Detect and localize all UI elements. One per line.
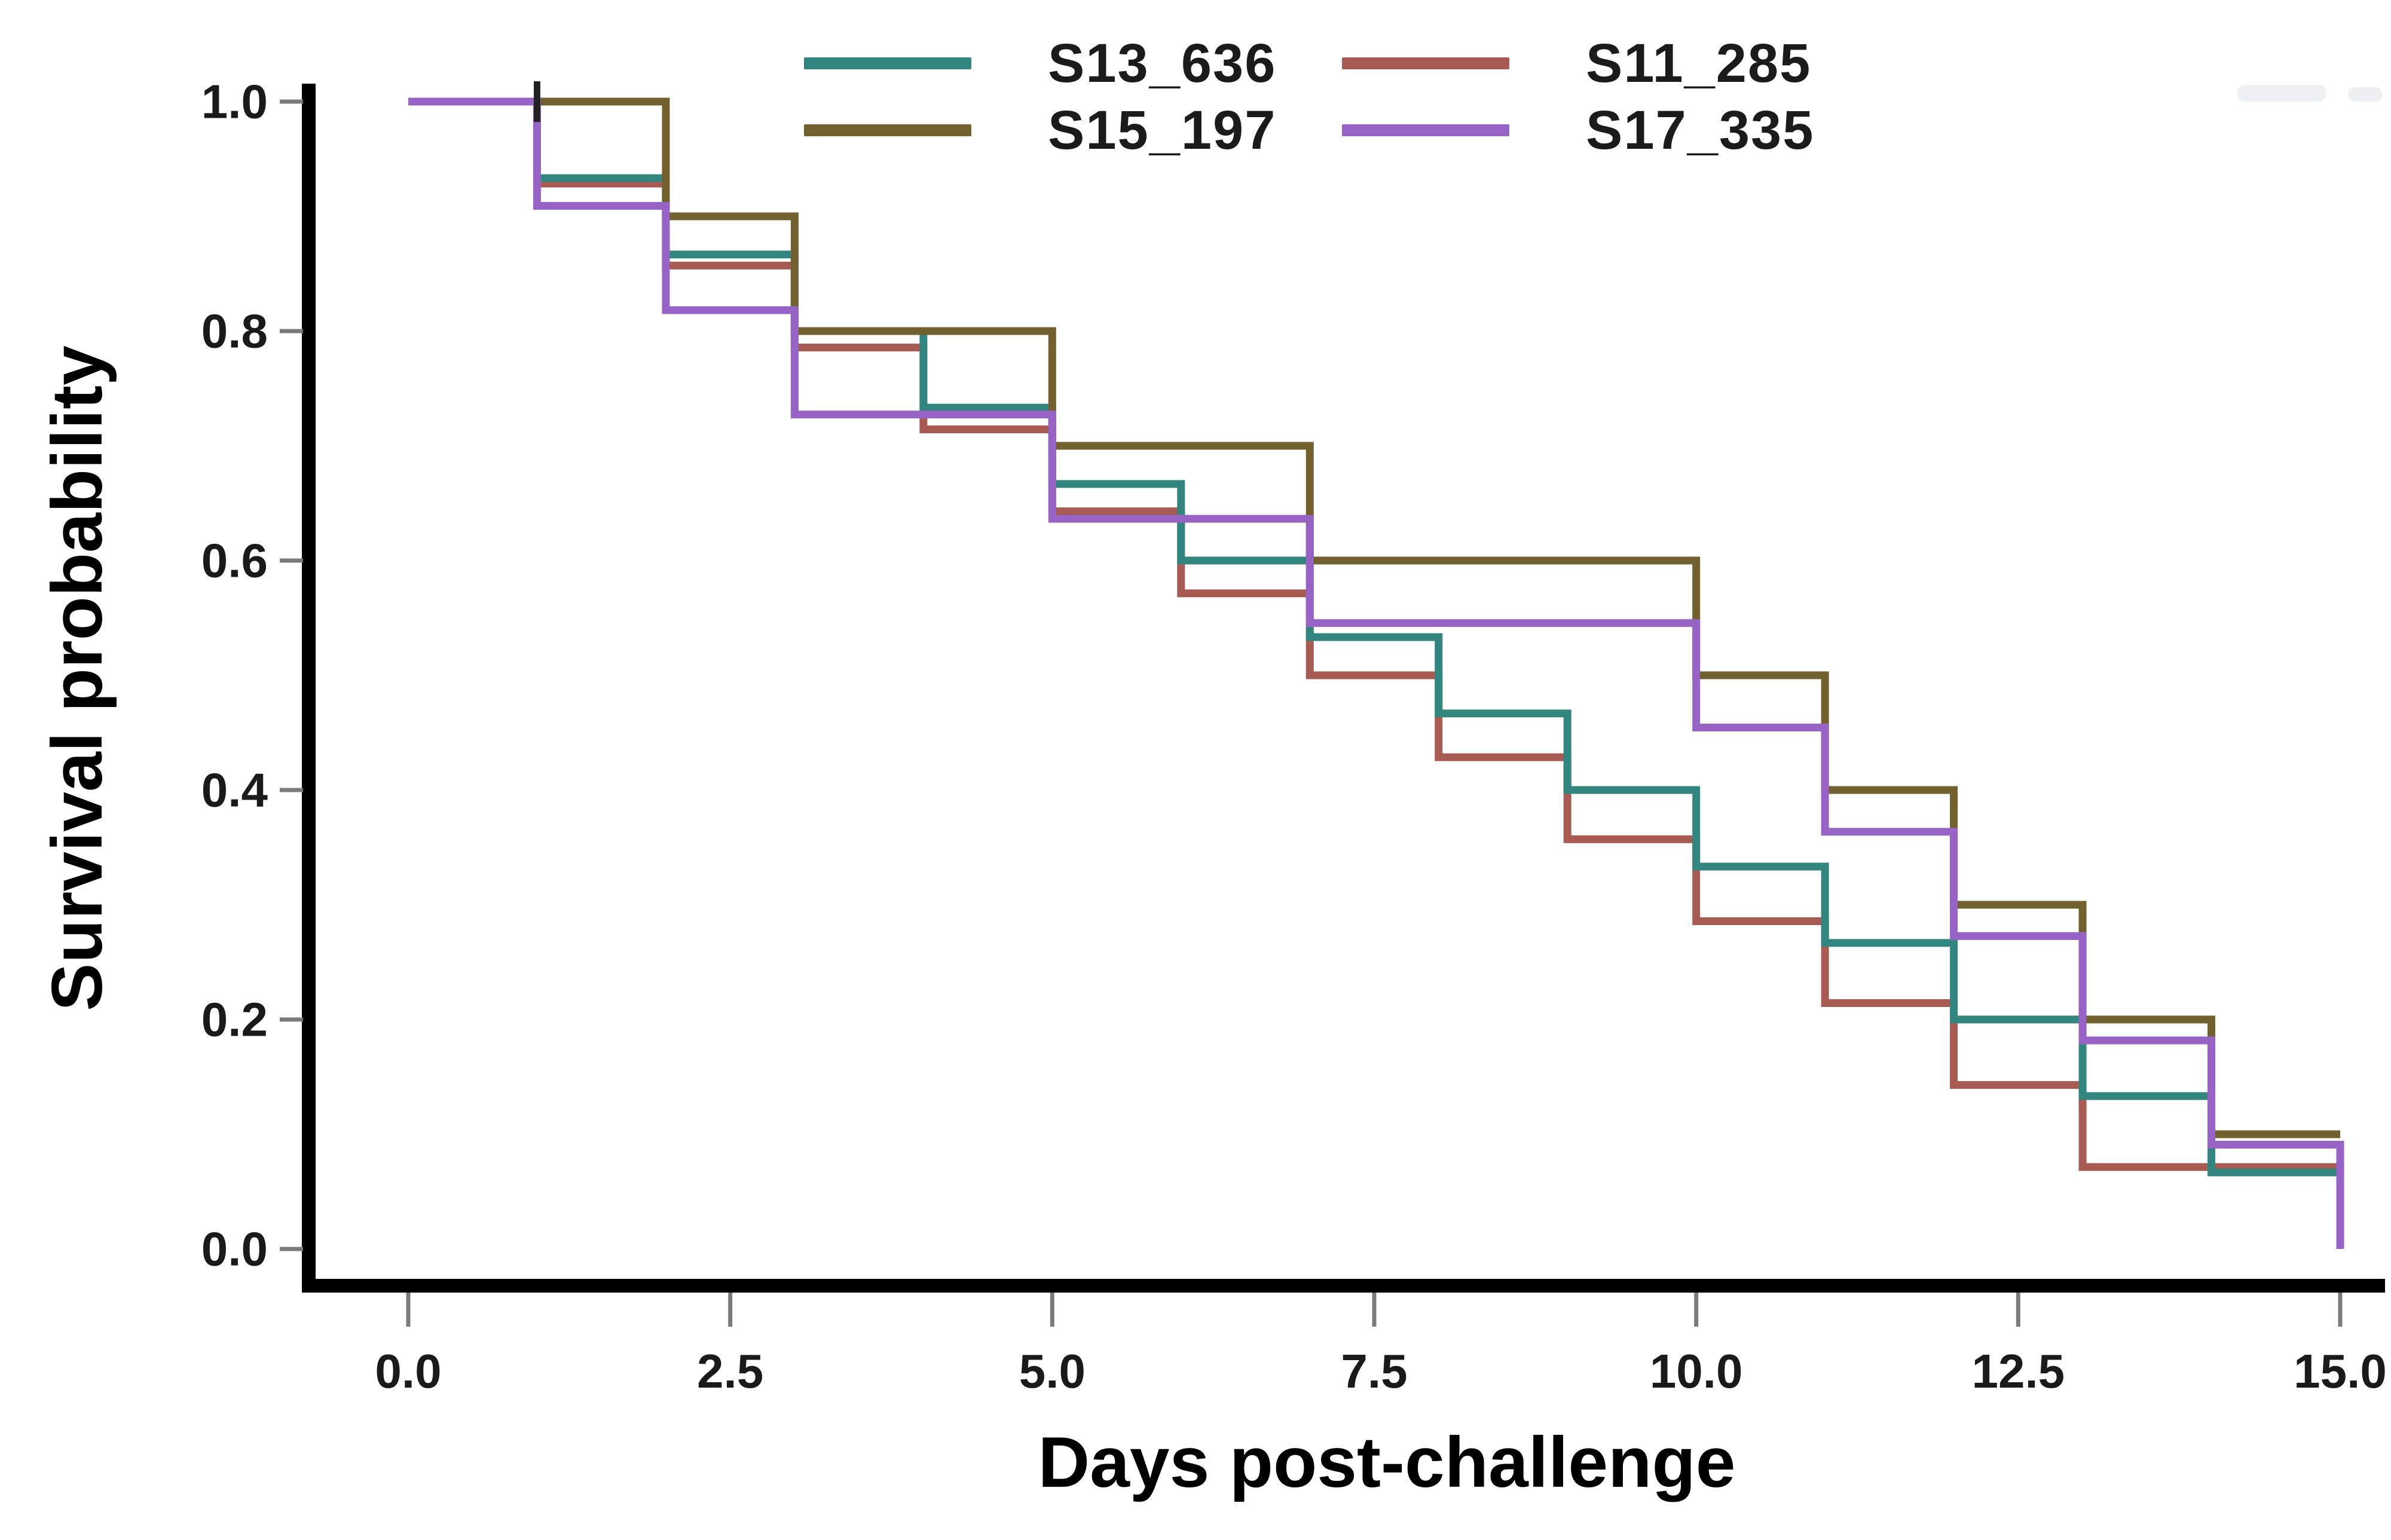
x-axis-title: Days post-challenge	[1038, 1422, 1735, 1502]
legend-swatch-brown	[804, 124, 971, 136]
svg-text:2.5: 2.5	[697, 1345, 763, 1398]
legend-label: S11_285	[1586, 32, 1812, 94]
survival-curves	[408, 97, 2344, 1249]
svg-text:0.0: 0.0	[201, 1223, 268, 1276]
svg-text:0.2: 0.2	[201, 993, 268, 1046]
y-axis-ticks: 0.0 0.2 0.4 0.6 0.8 1.0	[201, 75, 303, 1276]
svg-text:15.0: 15.0	[2294, 1345, 2387, 1398]
legend-swatch-purple	[1342, 124, 1509, 136]
legend-item: S15_197	[804, 97, 1342, 164]
legend-label: S15_197	[1048, 99, 1277, 161]
svg-text:1.0: 1.0	[201, 75, 268, 128]
legend-label: S13_636	[1048, 32, 1277, 94]
legend-item: S17_335	[1342, 97, 1814, 164]
legend-item: S11_285	[1342, 30, 1814, 97]
svg-text:12.5: 12.5	[1971, 1345, 2065, 1398]
svg-text:10.0: 10.0	[1650, 1345, 1743, 1398]
svg-text:0.0: 0.0	[375, 1345, 441, 1398]
x-axis-spine	[302, 1279, 2385, 1293]
svg-text:5.0: 5.0	[1019, 1345, 1086, 1398]
corner-artifact	[2348, 87, 2383, 102]
svg-text:0.8: 0.8	[201, 305, 268, 358]
x-axis-ticks: 0.0 2.5 5.0 7.5 10.0 12.5 15.0	[375, 1293, 2387, 1398]
svg-text:0.4: 0.4	[201, 764, 268, 817]
legend-label: S17_335	[1586, 99, 1815, 161]
legend-swatch-red	[1342, 57, 1509, 69]
legend-item: S13_636	[804, 30, 1342, 97]
y-axis-title: Survival probability	[37, 345, 117, 1011]
corner-artifact	[2237, 85, 2326, 102]
legend-swatch-teal	[804, 57, 971, 69]
curve-S13_636	[408, 97, 2340, 1177]
svg-text:7.5: 7.5	[1341, 1345, 1407, 1398]
svg-text:0.6: 0.6	[201, 534, 268, 587]
curve-S17_335	[408, 97, 2344, 1249]
y-axis-spine	[302, 84, 316, 1293]
legend: S13_636 S11_285 S15_197 S17_335	[804, 30, 1814, 164]
